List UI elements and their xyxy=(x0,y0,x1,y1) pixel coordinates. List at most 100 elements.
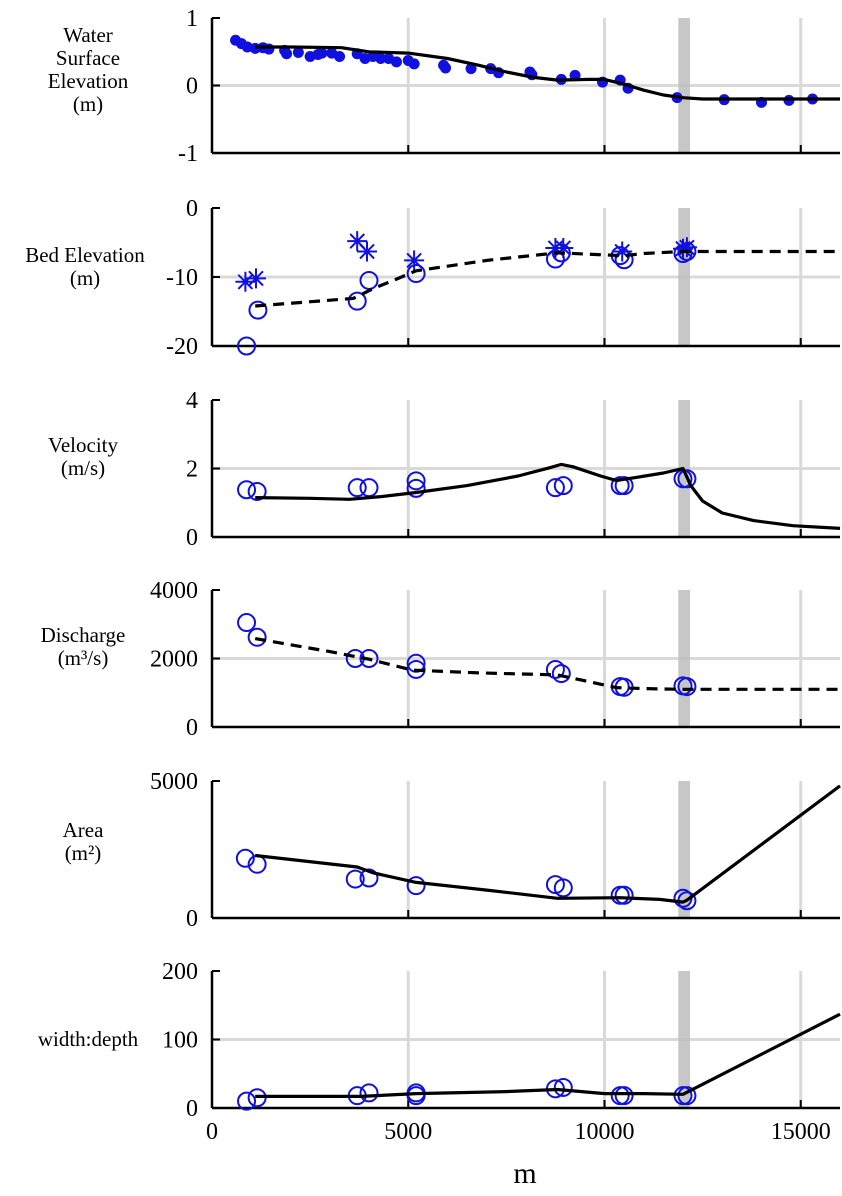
y-tick-label: 0 xyxy=(186,1096,198,1122)
observed-asterisk xyxy=(235,271,256,292)
observed-circle xyxy=(553,1077,573,1097)
observed-point xyxy=(465,63,477,75)
model-line xyxy=(255,45,840,101)
y-axis-label-line: (m³/s) xyxy=(58,646,109,670)
reference-band xyxy=(678,18,691,153)
model-line xyxy=(255,1012,841,1098)
observed-circle xyxy=(406,471,426,491)
y-tick-label: 2 xyxy=(186,457,198,483)
observed-circle xyxy=(359,478,379,498)
observed-circle xyxy=(406,1086,426,1106)
y-tick-label: 0 xyxy=(186,715,198,741)
panel-6: 0 100 200 0 5000 10000 15000 width:depth xyxy=(38,959,841,1145)
y-tick-label: 2000 xyxy=(150,647,198,673)
observed-asterisk xyxy=(357,241,377,262)
reference-band xyxy=(678,781,691,918)
observed-circle xyxy=(347,291,367,311)
y-tick-label: 0 xyxy=(186,196,198,222)
y-axis-label-line: Water xyxy=(63,23,113,47)
observed-circle xyxy=(614,476,634,496)
observed-circle xyxy=(359,270,379,290)
observed-circle xyxy=(677,469,697,489)
y-tick-label: 200 xyxy=(162,959,198,985)
observed-asterisk xyxy=(246,268,266,289)
x-tick-label: 15000 xyxy=(771,1119,831,1145)
observed-circle xyxy=(614,250,634,270)
observed-circle xyxy=(610,885,630,905)
observed-point xyxy=(408,58,420,70)
reference-band xyxy=(678,208,691,346)
y-axis-label-line: Surface xyxy=(56,46,120,70)
observed-circle xyxy=(345,869,365,889)
observed-circle xyxy=(553,878,573,898)
observed-circle xyxy=(545,659,565,679)
x-axis-label: m xyxy=(513,1157,536,1190)
observed-circle xyxy=(677,241,697,261)
model-line xyxy=(255,784,841,904)
y-axis-label-line: Discharge xyxy=(41,623,126,647)
observed-circle xyxy=(247,627,267,647)
panel-4: 0 2000 4000 Discharge(m³/s) xyxy=(41,578,840,741)
observed-circle xyxy=(406,264,426,284)
observed-circle xyxy=(553,476,573,496)
model-line xyxy=(255,462,841,530)
observed-point xyxy=(316,47,328,59)
y-axis-label-line: Elevation xyxy=(48,69,129,93)
x-tick-label: 10000 xyxy=(575,1119,635,1145)
model-line xyxy=(255,249,840,308)
x-tick-label: 5000 xyxy=(384,1119,432,1145)
y-tick-label: 0 xyxy=(186,74,198,100)
observed-circle xyxy=(235,848,255,868)
y-axis-label-line: (m²) xyxy=(65,841,102,865)
y-tick-label: 100 xyxy=(162,1028,198,1054)
observed-circle xyxy=(237,1091,257,1111)
y-tick-label: 1 xyxy=(186,6,198,32)
observed-asterisk xyxy=(404,250,425,271)
y-tick-label: 4000 xyxy=(150,578,198,604)
observed-point xyxy=(281,48,293,60)
panel-3: 0 2 4 Velocity(m/s) xyxy=(48,388,841,551)
observed-asterisk xyxy=(676,237,697,258)
x-tick-label: 0 xyxy=(206,1119,218,1145)
observed-point xyxy=(334,50,346,62)
observed-circle xyxy=(406,876,426,896)
observed-point xyxy=(440,62,452,74)
observed-circle xyxy=(237,613,257,633)
observed-circle xyxy=(359,1083,379,1103)
y-axis-label-line: (m/s) xyxy=(61,456,105,480)
observed-point xyxy=(263,43,275,55)
y-axis-label-line: width:depth xyxy=(38,1027,139,1051)
y-axis-label-line: Velocity xyxy=(48,433,118,457)
observed-circle xyxy=(248,300,268,320)
y-tick-label: -1 xyxy=(178,141,198,167)
observed-asterisk xyxy=(347,231,368,252)
observed-asterisk xyxy=(673,238,693,259)
observed-asterisk xyxy=(553,238,574,258)
y-tick-label: 0 xyxy=(186,906,198,932)
observed-circle xyxy=(237,480,257,500)
panel-2: -20 -10 0 Bed Elevation(m) xyxy=(25,196,840,360)
observed-circle xyxy=(677,677,697,697)
observed-point xyxy=(375,53,387,64)
observed-circle xyxy=(614,885,634,905)
y-tick-label: 0 xyxy=(186,525,198,551)
observed-point xyxy=(292,46,304,58)
model-line xyxy=(254,637,840,691)
observed-circle xyxy=(610,1086,630,1106)
reference-band xyxy=(678,590,691,727)
y-axis-label-line: (m) xyxy=(70,266,100,290)
observed-circle xyxy=(551,243,571,263)
observed-circle xyxy=(359,868,379,888)
y-tick-label: 5000 xyxy=(150,769,198,795)
observed-point xyxy=(390,56,402,68)
observed-circle xyxy=(237,336,257,356)
y-tick-label: -20 xyxy=(166,334,198,360)
y-tick-label: 4 xyxy=(186,388,198,414)
panel-5: 0 5000 Area(m²) xyxy=(63,769,841,932)
y-tick-label: -10 xyxy=(166,265,198,291)
observed-circle xyxy=(347,478,367,498)
y-axis-label-line: (m) xyxy=(73,92,103,116)
